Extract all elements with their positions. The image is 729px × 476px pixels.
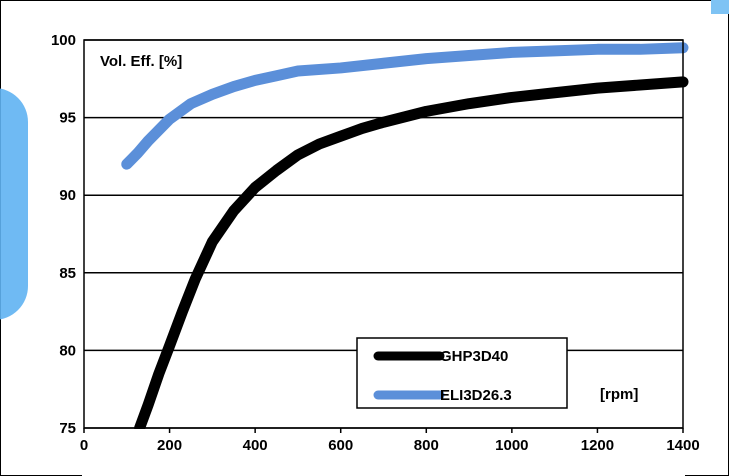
x-axis-label: [rpm] xyxy=(600,386,638,403)
bottom-mask xyxy=(82,429,685,476)
y-tick-labels: 75 80 85 90 95 100 xyxy=(51,32,76,437)
series-line-eli3d26-3 xyxy=(121,42,689,170)
y-tick-label-100: 100 xyxy=(51,32,76,49)
y-tick-label-85: 85 xyxy=(59,265,76,282)
y-tick-label-90: 90 xyxy=(59,187,76,204)
legend: GHP3D40 ELI3D26.3 xyxy=(356,337,568,409)
x-tick-label-800: 800 xyxy=(414,437,439,454)
plot-border xyxy=(83,39,684,429)
series-line-ghp3d40 xyxy=(134,76,689,434)
axes xyxy=(82,39,685,476)
x-tick-label-1400: 1400 xyxy=(666,437,699,454)
legend-label-ghp3d40: GHP3D40 xyxy=(440,348,508,365)
x-tick-label-600: 600 xyxy=(328,437,353,454)
y-tick-label-80: 80 xyxy=(59,342,76,359)
x-tick-label-400: 400 xyxy=(243,437,268,454)
series-lines xyxy=(121,42,689,434)
x-tick-label-0: 0 xyxy=(80,437,88,454)
y-axis-label: Vol. Eff. [%] xyxy=(100,53,182,70)
x-tick-label-200: 200 xyxy=(157,437,182,454)
x-tick-labels: 0 200 400 600 800 1000 1200 1400 xyxy=(80,437,700,454)
background-decoration xyxy=(0,88,28,320)
x-tick-label-1000: 1000 xyxy=(495,437,528,454)
y-tick-label-75: 75 xyxy=(59,420,76,437)
x-tick-label-1200: 1200 xyxy=(581,437,614,454)
legend-label-eli3d26-3: ELI3D26.3 xyxy=(440,387,512,404)
background-corner-decoration xyxy=(711,0,729,14)
y-tick-label-95: 95 xyxy=(59,110,76,127)
